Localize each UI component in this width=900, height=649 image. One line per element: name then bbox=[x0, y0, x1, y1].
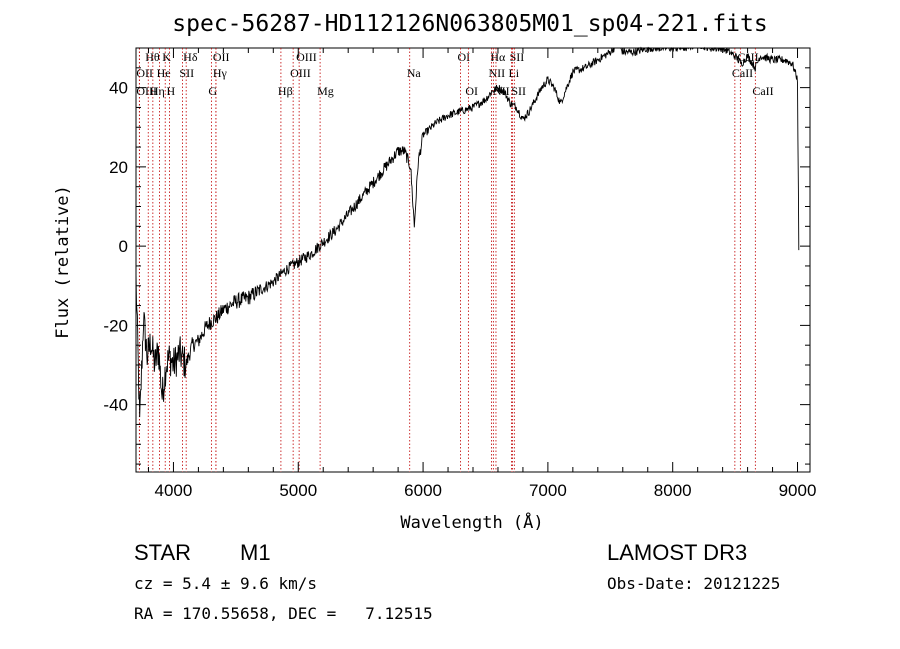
line-label: OII bbox=[213, 50, 230, 64]
line-label: H bbox=[166, 84, 175, 98]
x-tick-label: 4000 bbox=[155, 481, 193, 500]
line-label: SII bbox=[511, 84, 526, 98]
line-label: Na bbox=[407, 66, 422, 80]
line-label: OII bbox=[136, 66, 153, 80]
line-label: SII bbox=[510, 50, 525, 64]
x-tick-label: 9000 bbox=[779, 481, 817, 500]
spectrum-series bbox=[135, 46, 800, 418]
line-label: NII bbox=[488, 66, 505, 80]
y-axis-label: Flux (relative) bbox=[53, 185, 73, 339]
line-label: G bbox=[208, 84, 217, 98]
survey-name: LAMOST DR3 bbox=[607, 540, 747, 565]
x-tick-label: 7000 bbox=[529, 481, 567, 500]
y-tick-label: -20 bbox=[103, 316, 128, 335]
line-label: OI bbox=[458, 50, 471, 64]
y-tick-label: -40 bbox=[103, 396, 128, 415]
axis-ticks bbox=[136, 47, 810, 472]
redshift-text: cz = 5.4 ± 9.6 km/s bbox=[134, 574, 317, 593]
plot-border bbox=[135, 47, 811, 473]
line-label: Mg bbox=[317, 84, 334, 98]
x-tick-label: 6000 bbox=[404, 481, 442, 500]
y-tick-label: 40 bbox=[109, 79, 128, 98]
line-label: Hα bbox=[490, 50, 506, 64]
x-tick-label: 8000 bbox=[654, 481, 692, 500]
line-label: Hδ bbox=[183, 50, 198, 64]
line-label: SII bbox=[179, 66, 194, 80]
tick-labels: 4000 5000 6000 7000 8000 9000 -40 -20 0 20 40 bbox=[103, 79, 816, 500]
line-label: Hθ bbox=[145, 50, 160, 64]
line-label: OIII bbox=[296, 50, 317, 64]
line-label: OI bbox=[465, 84, 478, 98]
object-class: STAR bbox=[134, 540, 191, 565]
line-label: CaII bbox=[732, 66, 753, 80]
emission-lines: Hθ K Hδ OII OIII OI Hα SII CaII OII He SII Hγ OIII Na N… bbox=[136, 48, 774, 472]
plot-frame bbox=[135, 47, 811, 473]
line-label: CaII bbox=[752, 84, 773, 98]
x-tick-label: 5000 bbox=[279, 481, 317, 500]
line-label: Hη bbox=[150, 84, 165, 98]
y-tick-label: 20 bbox=[109, 158, 128, 177]
spectrum-line bbox=[135, 46, 800, 418]
coordinates: RA = 170.55658, DEC = 7.12515 bbox=[134, 604, 433, 623]
line-label: Hβ bbox=[278, 84, 293, 98]
line-label: He bbox=[157, 66, 171, 80]
line-label: Hγ bbox=[213, 66, 228, 80]
chart-title: spec-56287-HD112126N063805M01_sp04-221.f… bbox=[172, 11, 767, 37]
y-tick-label: 0 bbox=[119, 237, 128, 256]
obs-date: Obs-Date: 20121225 bbox=[607, 574, 780, 593]
x-axis-label: Wavelength (Å) bbox=[400, 511, 543, 533]
object-subclass: M1 bbox=[240, 540, 271, 565]
line-label: K bbox=[162, 50, 171, 64]
line-label: OIII bbox=[290, 66, 311, 80]
